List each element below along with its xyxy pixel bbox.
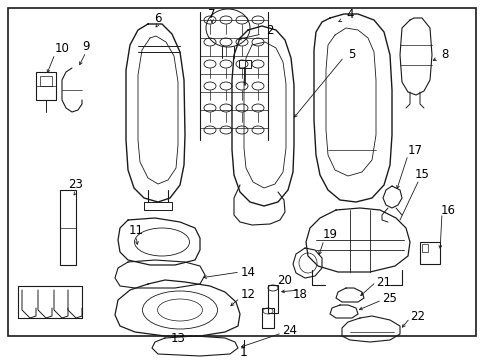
Text: 18: 18 — [292, 288, 307, 302]
Text: 19: 19 — [322, 229, 337, 242]
Text: 21: 21 — [376, 275, 391, 288]
Bar — [419, 242, 439, 264]
Text: 11: 11 — [128, 224, 143, 237]
Text: 4: 4 — [346, 8, 353, 21]
Text: 2: 2 — [265, 23, 273, 36]
Text: 6: 6 — [154, 12, 162, 24]
Text: 15: 15 — [414, 168, 428, 181]
Bar — [262, 308, 273, 328]
Text: 20: 20 — [277, 274, 292, 287]
Text: 1: 1 — [240, 346, 247, 360]
Bar — [36, 72, 56, 100]
Text: 23: 23 — [68, 179, 83, 192]
Text: 16: 16 — [440, 203, 454, 216]
Text: 13: 13 — [170, 332, 185, 345]
Bar — [60, 190, 76, 265]
Text: 10: 10 — [55, 41, 69, 54]
Text: 22: 22 — [409, 310, 425, 323]
Bar — [40, 76, 52, 86]
Bar — [239, 60, 250, 68]
Text: 14: 14 — [240, 266, 255, 279]
Text: 7: 7 — [208, 8, 215, 21]
Text: 9: 9 — [82, 40, 90, 53]
Text: 8: 8 — [440, 49, 448, 62]
Text: 12: 12 — [240, 288, 255, 302]
Text: 24: 24 — [282, 324, 297, 337]
Text: 5: 5 — [347, 49, 355, 62]
Bar — [421, 244, 427, 252]
Text: 17: 17 — [407, 144, 422, 157]
Bar — [267, 285, 278, 313]
Text: 25: 25 — [382, 292, 397, 305]
